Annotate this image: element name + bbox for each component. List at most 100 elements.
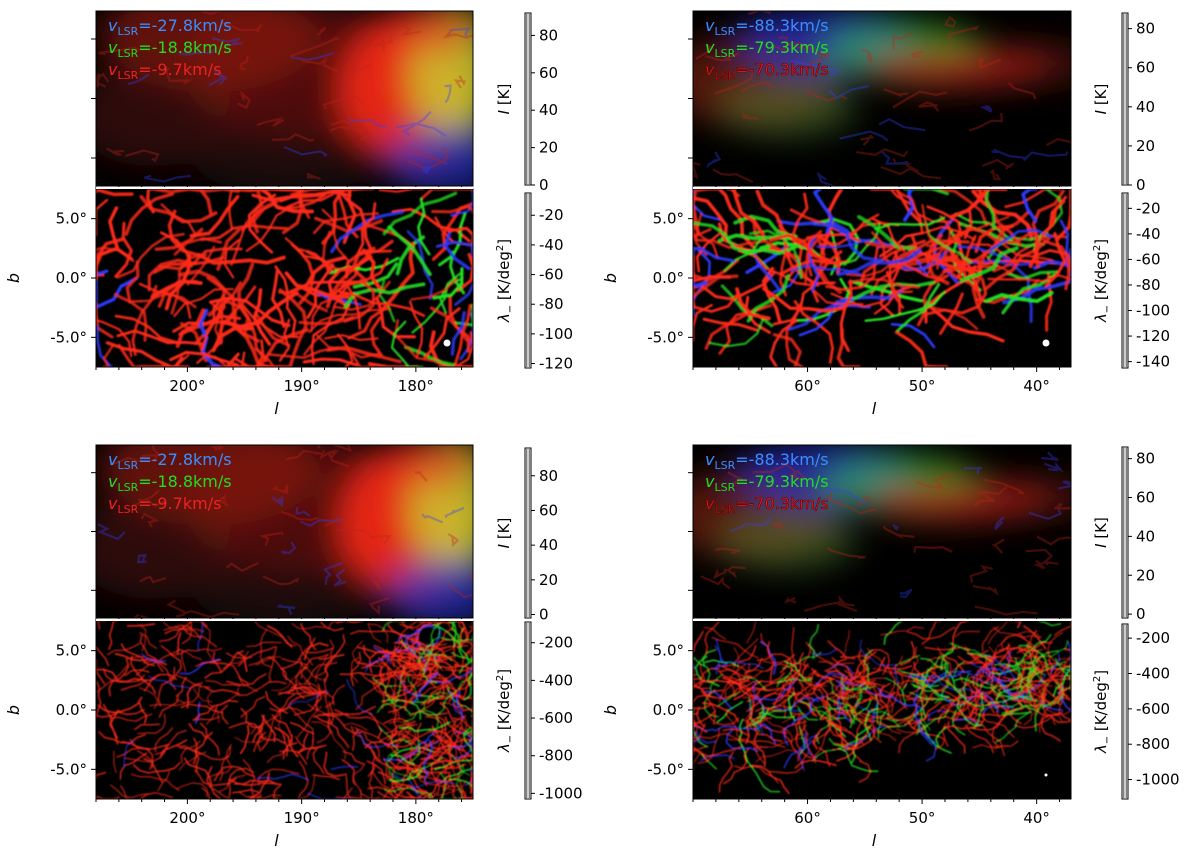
emission-blob <box>377 445 473 488</box>
wisp <box>861 48 873 64</box>
x-tick-label: 190° <box>284 377 320 395</box>
filament <box>913 694 919 724</box>
filament <box>412 672 439 704</box>
filament <box>1058 712 1071 721</box>
filament <box>460 737 473 758</box>
filament <box>387 625 419 641</box>
filament <box>381 621 407 632</box>
filament <box>355 674 385 710</box>
filament <box>338 290 426 317</box>
wisp <box>124 149 160 163</box>
filament <box>811 648 837 656</box>
filament <box>163 624 202 639</box>
filament <box>1021 189 1038 223</box>
filament <box>354 727 397 755</box>
filament <box>120 679 147 691</box>
y-tick-label: 0.0° <box>56 269 87 287</box>
wisp <box>295 507 311 517</box>
filament <box>231 789 260 794</box>
filament <box>157 666 176 707</box>
filament <box>844 669 882 687</box>
filament <box>726 189 741 197</box>
filament <box>223 238 240 279</box>
filament <box>255 656 282 666</box>
emission-blob <box>194 124 375 186</box>
filament <box>267 346 340 360</box>
filament <box>937 676 975 692</box>
filament <box>985 648 997 684</box>
filament <box>376 700 400 713</box>
filament <box>693 712 699 723</box>
filament <box>731 189 766 237</box>
filament <box>956 235 977 279</box>
colorbar-tick-label: 40 <box>539 536 558 554</box>
wisp <box>968 113 1003 132</box>
filament <box>192 716 220 721</box>
y-axis-label: b <box>4 273 23 283</box>
wisp <box>281 510 318 522</box>
filament <box>879 231 925 258</box>
panel-top-left-lower: 200° 190° 180° 5.0° 0.0° -5.0° l b <box>4 188 474 418</box>
filament <box>743 657 763 674</box>
filament <box>190 621 208 628</box>
filament <box>908 674 932 688</box>
filament <box>387 225 432 276</box>
filament <box>742 696 783 711</box>
filament <box>248 794 262 799</box>
filament <box>116 674 160 683</box>
wisp <box>947 25 980 43</box>
colorbar-tick-label: 20 <box>539 571 558 589</box>
filament <box>382 191 458 236</box>
colorbar-tick-label: -60 <box>1136 250 1161 268</box>
filament <box>922 647 953 684</box>
wisp <box>106 147 124 157</box>
filament <box>303 642 329 661</box>
filament <box>245 205 292 252</box>
filament <box>96 659 106 685</box>
filament <box>404 647 437 667</box>
filament <box>932 218 960 285</box>
filament <box>390 645 396 668</box>
map-image <box>96 11 473 186</box>
panel-top-right: vLSR=-88.3km/svLSR=-79.3km/svLSR=-70.3km… <box>688 10 1072 191</box>
filament <box>400 736 442 763</box>
filament <box>754 699 787 712</box>
filament <box>812 728 823 750</box>
wisp <box>316 26 327 37</box>
filament <box>718 751 734 793</box>
colorbar-label: I [K] <box>495 84 513 115</box>
filament <box>821 699 851 735</box>
colorbar-label: I [K] <box>1092 84 1110 115</box>
colorbar-gap <box>1124 448 1126 617</box>
filament <box>431 205 473 214</box>
filament <box>711 637 759 659</box>
panel-top-right-lower: 60° 50° 40° 5.0° 0.0° -5.0° l b <box>601 188 1072 418</box>
filament <box>880 695 894 714</box>
filament <box>953 718 980 726</box>
filament <box>916 683 926 711</box>
x-tick-label: 190° <box>284 809 320 827</box>
filament <box>267 656 287 681</box>
filament <box>189 194 240 238</box>
filament <box>962 689 977 724</box>
filament <box>708 318 764 348</box>
filament <box>746 274 790 323</box>
emission-blob <box>194 557 375 618</box>
y-tick-label: 5.0° <box>56 642 87 660</box>
wisp <box>727 471 744 485</box>
filament <box>999 646 1037 663</box>
filament <box>398 721 451 732</box>
filament <box>433 755 468 765</box>
wisp <box>453 75 466 89</box>
wisp <box>977 58 1002 69</box>
panel-bottom-left: vLSR=-27.8km/svLSR=-18.8km/svLSR=-9.7km/… <box>91 444 474 623</box>
filament <box>290 721 315 735</box>
filament <box>745 668 773 672</box>
filament <box>323 705 377 716</box>
filament <box>787 652 804 685</box>
filament <box>396 624 434 644</box>
filament <box>748 716 772 726</box>
filament <box>219 746 231 782</box>
filament <box>396 622 432 653</box>
filament <box>700 664 706 686</box>
